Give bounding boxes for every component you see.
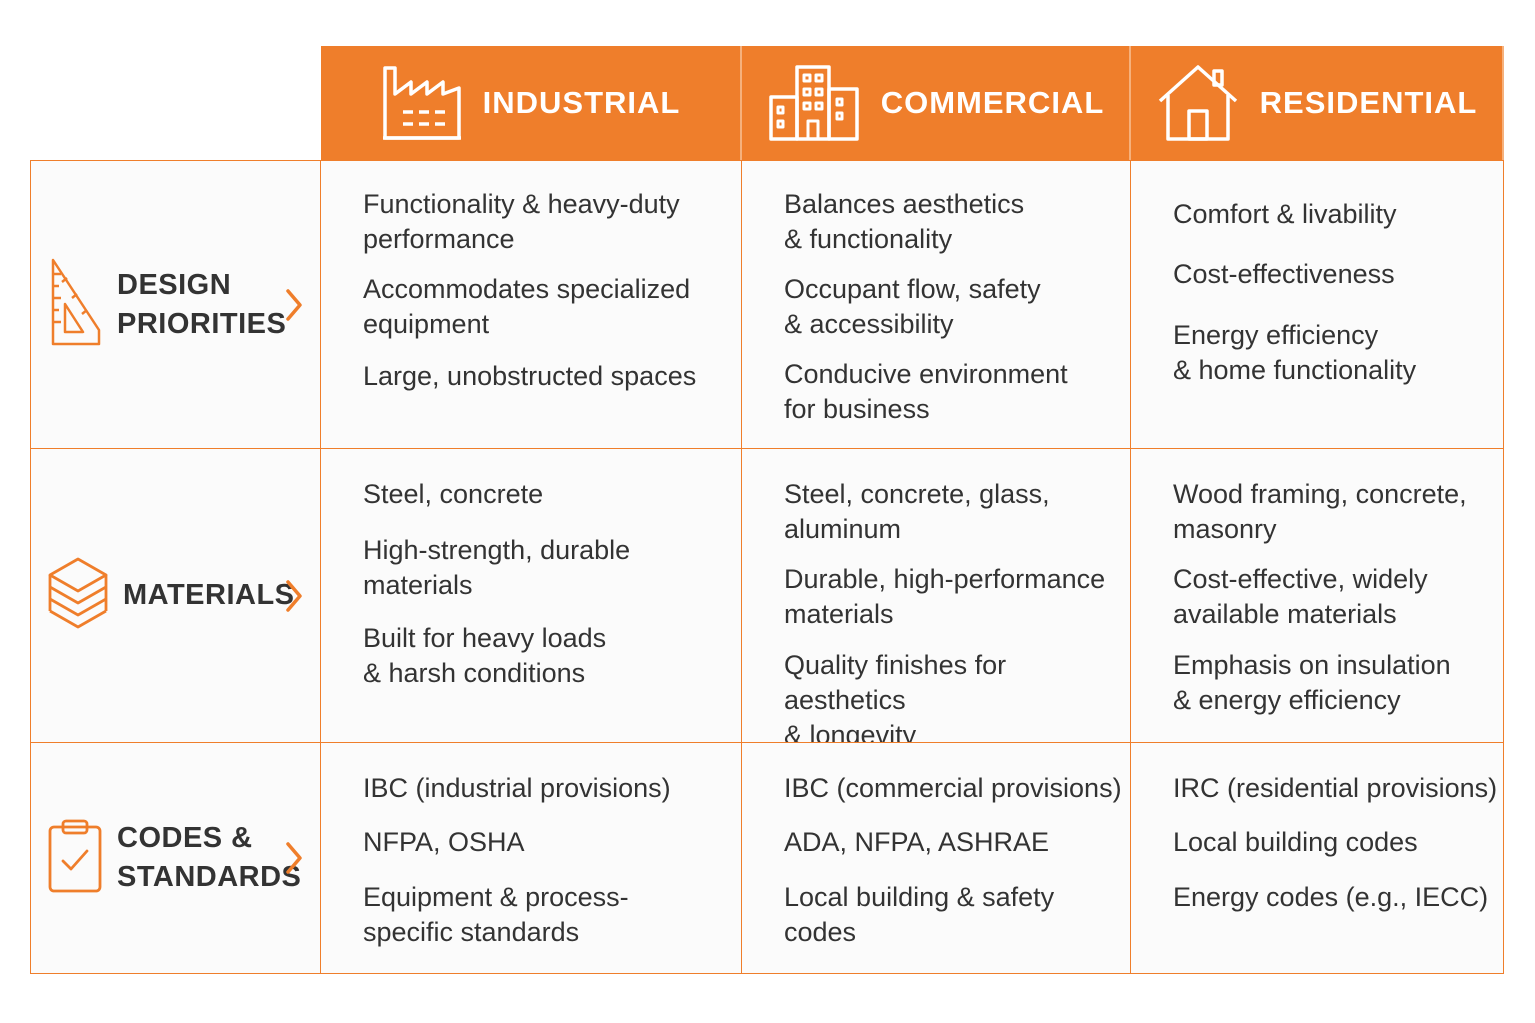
row-label-design-priorities: DESIGN PRIORITIES bbox=[30, 160, 321, 448]
cell-design-industrial: Functionality & heavy-duty performance A… bbox=[321, 160, 742, 448]
chevron-right-icon[interactable] bbox=[284, 578, 304, 619]
cell-codes-commercial: IBC (commercial provisions) ADA, NFPA, A… bbox=[742, 742, 1131, 974]
list-item: Conducive environment for business bbox=[784, 359, 1068, 424]
list-item: High-strength, durable materials bbox=[363, 535, 631, 600]
factory-icon bbox=[381, 64, 463, 142]
cell-design-residential: Comfort & livability Cost-effectiveness … bbox=[1131, 160, 1504, 448]
list-item: IBC (commercial provisions) bbox=[784, 773, 1122, 803]
office-building-icon bbox=[767, 63, 861, 143]
table-corner bbox=[30, 46, 321, 160]
list-item: Energy codes (e.g., IECC) bbox=[1173, 882, 1489, 912]
column-header-residential: RESIDENTIAL bbox=[1131, 46, 1504, 160]
cell-materials-industrial: Steel, concrete High-strength, durable m… bbox=[321, 448, 742, 742]
list-item: Steel, concrete, glass, aluminum bbox=[784, 479, 1050, 544]
list-item: Energy efficiency & home functionality bbox=[1173, 320, 1417, 385]
row-label-codes-standards: CODES & STANDARDS bbox=[30, 742, 321, 974]
list-item: Emphasis on insulation & energy efficien… bbox=[1173, 650, 1451, 715]
layers-icon bbox=[47, 555, 109, 636]
list-item: Steel, concrete bbox=[363, 479, 544, 509]
list-item: Accommodates specialized equipment bbox=[363, 274, 691, 339]
column-title: INDUSTRIAL bbox=[482, 85, 681, 120]
list-item: NFPA, OSHA bbox=[363, 827, 525, 857]
row-label-text: CODES & STANDARDS bbox=[117, 822, 302, 893]
chevron-right-icon[interactable] bbox=[284, 840, 304, 881]
column-header-commercial: COMMERCIAL bbox=[742, 46, 1131, 160]
list-item: Occupant flow, safety & accessibility bbox=[784, 274, 1041, 339]
list-item: Balances aesthetics & functionality bbox=[784, 189, 1025, 254]
cell-codes-industrial: IBC (industrial provisions) NFPA, OSHA E… bbox=[321, 742, 742, 974]
chevron-right-icon[interactable] bbox=[284, 287, 304, 328]
cell-materials-residential: Wood framing, concrete, masonry Cost-eff… bbox=[1131, 448, 1504, 742]
list-item: Cost-effective, widely available materia… bbox=[1173, 564, 1428, 629]
list-item: Durable, high-performance materials bbox=[784, 564, 1106, 629]
list-item: IBC (industrial provisions) bbox=[363, 773, 671, 803]
cell-materials-commercial: Steel, concrete, glass, aluminum Durable… bbox=[742, 448, 1131, 750]
list-item: Functionality & heavy-duty performance bbox=[363, 189, 680, 254]
list-item: Local building codes bbox=[1173, 827, 1418, 857]
list-item: Equipment & process- specific standards bbox=[363, 882, 629, 947]
list-item: IRC (residential provisions) bbox=[1173, 773, 1498, 803]
list-item: Quality finishes for aesthetics & longev… bbox=[784, 650, 1007, 750]
list-item: Large, unobstructed spaces bbox=[363, 361, 697, 391]
clipboard-check-icon bbox=[47, 817, 103, 900]
cell-design-commercial: Balances aesthetics & functionality Occu… bbox=[742, 160, 1131, 448]
row-label-materials: MATERIALS bbox=[30, 448, 321, 742]
list-item: Comfort & livability bbox=[1173, 199, 1397, 229]
ruler-triangle-icon bbox=[47, 256, 103, 353]
column-title: COMMERCIAL bbox=[880, 85, 1105, 120]
comparison-table: INDUSTRIAL COMMERCIAL bbox=[30, 46, 1504, 974]
row-label-text: DESIGN PRIORITIES bbox=[117, 268, 287, 340]
list-item: Wood framing, concrete, masonry bbox=[1173, 479, 1467, 544]
house-icon bbox=[1156, 63, 1240, 143]
list-item: Built for heavy loads & harsh conditions bbox=[363, 623, 607, 688]
row-label-text: MATERIALS bbox=[123, 579, 295, 611]
list-item: Cost-effectiveness bbox=[1173, 259, 1395, 289]
column-title: RESIDENTIAL bbox=[1259, 85, 1478, 120]
list-item: ADA, NFPA, ASHRAE bbox=[784, 827, 1050, 857]
column-header-industrial: INDUSTRIAL bbox=[321, 46, 742, 160]
list-item: Local building & safety codes bbox=[784, 882, 1055, 947]
cell-codes-residential: IRC (residential provisions) Local build… bbox=[1131, 742, 1504, 974]
